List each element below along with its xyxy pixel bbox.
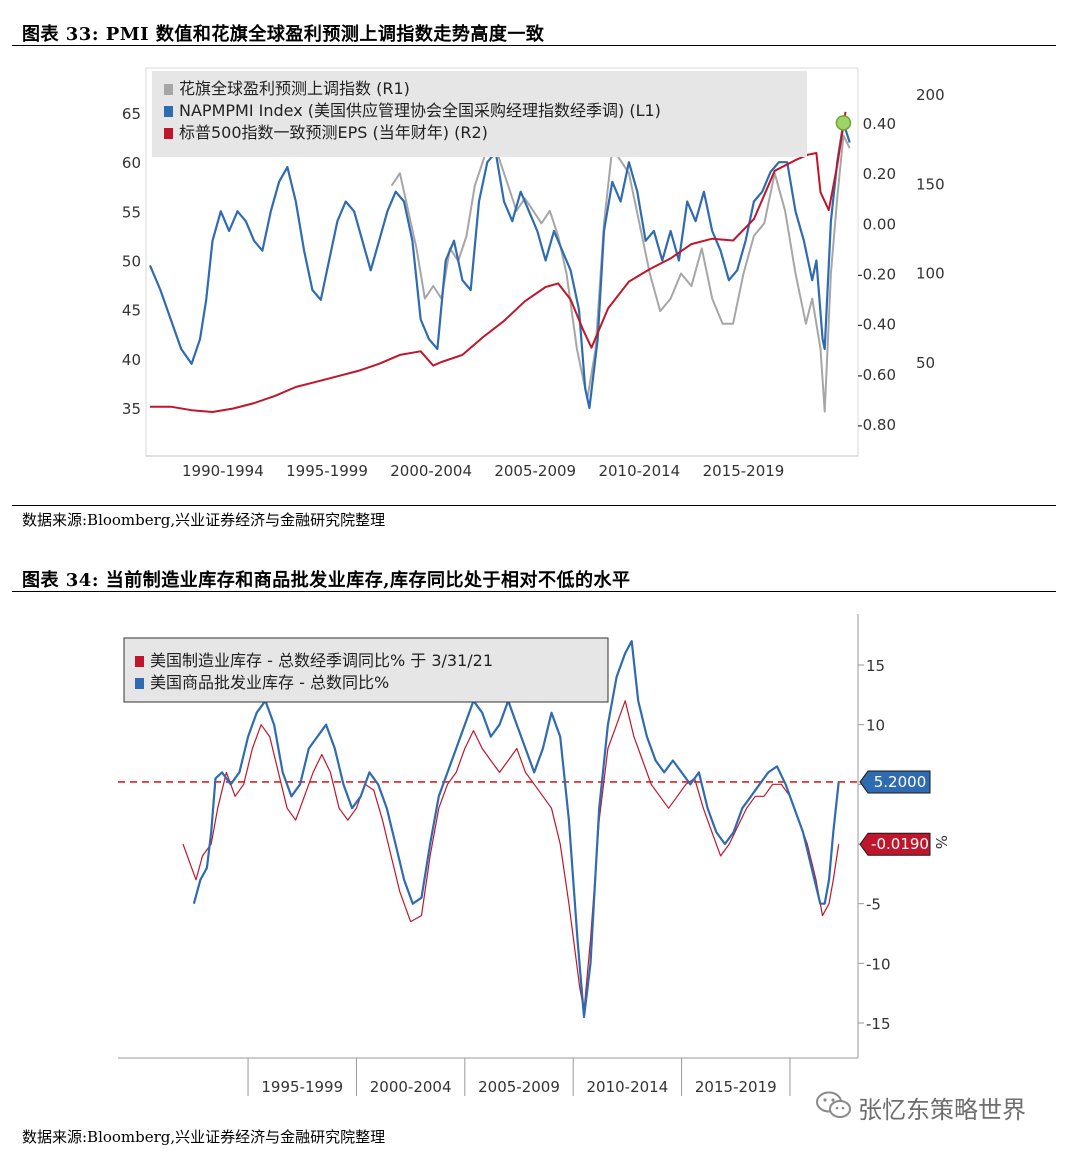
- figure-34-source: 数据来源:Bloomberg,兴业证券经济与金融研究院整理: [22, 1128, 386, 1146]
- pmi-highlight-marker: [835, 115, 852, 131]
- pmi-r2-tick-label: 150: [916, 175, 945, 193]
- eps-line: [150, 111, 847, 413]
- inventory-y-tick-label: -10: [866, 955, 891, 973]
- pmi-left-tick-label: 60: [122, 154, 141, 172]
- pmi-legend-label: NAPMPMI Index (美国供应管理协会全国采购经理指数经季调) (L1): [179, 101, 661, 120]
- figure-33-source: 数据来源:Bloomberg,兴业证券经济与金融研究院整理: [22, 511, 386, 529]
- wholesale-last-value-label: 5.2000: [874, 773, 927, 791]
- manufacturing-inventory-line: [182, 700, 840, 1012]
- pmi-r2-tick-label: 100: [916, 265, 945, 283]
- pmi-r1-tick-label: -0.40: [857, 316, 896, 334]
- inventory-x-tick-label: 2015-2019: [695, 1078, 777, 1096]
- inventory-y-tick-label: -5: [866, 896, 881, 914]
- pmi-line: [148, 121, 851, 410]
- pmi-legend: 花旗全球盈利预测上调指数 (R1) NAPMPMI Index (美国供应管理协会…: [152, 71, 807, 157]
- inventory-y-tick-label: 10: [866, 717, 885, 735]
- figure-33-bottom-rule: [12, 505, 1056, 506]
- inventory-y-tick-label: -15: [866, 1015, 891, 1033]
- pmi-legend-label: 花旗全球盈利预测上调指数 (R1): [179, 79, 410, 98]
- inventory-legend-label: 美国制造业库存 - 总数经季调同比% 于 3/31/21: [150, 651, 493, 670]
- pmi-x-tick-label: 2010-2014: [598, 462, 680, 480]
- pmi-legend-box: [152, 71, 807, 157]
- pmi-legend-swatch: [164, 84, 173, 95]
- inventory-y-tick-label: 15: [866, 657, 885, 675]
- pmi-left-tick-label: 55: [122, 203, 141, 221]
- pmi-left-tick-label: 45: [122, 302, 141, 320]
- inventory-legend: 美国制造业库存 - 总数经季调同比% 于 3/31/21 美国商品批发业库存 - …: [123, 637, 609, 703]
- inventory-y-unit: %: [932, 835, 950, 849]
- inventory-legend-swatch: [135, 678, 144, 689]
- inventory-x-tick-label: 1995-1999: [261, 1078, 343, 1096]
- inventory-axes: 15 10 -5 -10 -15% 1995-1999 2000-2004 2005-2009…: [118, 614, 950, 1096]
- pmi-left-tick-label: 40: [122, 351, 141, 369]
- pmi-peak-marker: [835, 115, 852, 131]
- manufacturing-last-value-label: -0.0190: [871, 835, 929, 853]
- inventory-x-tick-label: 2000-2004: [370, 1078, 452, 1096]
- figure-34-title: 图表 34: 当前制造业库存和商品批发业库存,库存同比处于相对不低的水平: [22, 570, 631, 591]
- wholesale-last-value-label-tag: [859, 770, 931, 794]
- watermark: 张忆东策略世界: [858, 1096, 1026, 1124]
- pmi-legend-label: 标普500指数一致预测EPS (当年财年) (R2): [179, 123, 488, 142]
- inventory-legend-label: 美国商品批发业库存 - 总数同比%: [150, 673, 389, 692]
- wechat-icon: [816, 1091, 851, 1118]
- pmi-left-tick-label: 65: [122, 105, 141, 123]
- pmi-r2-tick-label: 200: [916, 86, 945, 104]
- inventory-x-tick-label: 2005-2009: [478, 1078, 560, 1096]
- figure-33-top-rule: [12, 45, 1056, 46]
- pmi-left-tick-label: 50: [122, 253, 141, 271]
- pmi-x-tick-label: 1995-1999: [286, 462, 368, 480]
- pmi-x-tick-label: 1990-1994: [182, 462, 264, 480]
- pmi-x-tick-label: 2000-2004: [390, 462, 472, 480]
- inventory-chart: 15 10 -5 -10 -15% 1995-1999 2000-2004 2005-2009…: [118, 614, 950, 1096]
- inventory-series: [182, 640, 840, 1019]
- manufacturing-last-value-label-tag: [859, 832, 931, 856]
- pmi-legend-swatch: [164, 106, 173, 117]
- pmi-r1-tick-label: 0.00: [863, 215, 896, 233]
- inventory-x-tick-label: 2010-2014: [587, 1078, 669, 1096]
- pmi-r1-tick-label: -0.20: [857, 266, 896, 284]
- pmi-r1-tick-label: -0.80: [857, 416, 896, 434]
- figure-34-top-rule: [12, 591, 1056, 592]
- pmi-r1-tick-label: -0.60: [857, 366, 896, 384]
- pmi-r1-tick-label: 0.40: [863, 115, 896, 133]
- pmi-r1-tick-label: 0.20: [863, 165, 896, 183]
- wholesale-inventory-line: [192, 640, 840, 1019]
- inventory-value-labels: 5.2000 -0.0190: [859, 770, 931, 856]
- inventory-legend-swatch: [135, 656, 144, 667]
- pmi-r2-tick-label: 50: [916, 354, 935, 372]
- pmi-left-tick-label: 35: [122, 400, 141, 418]
- pmi-chart: 35 40 45 50 55 60 65 0.40 0.20 0.00 -0.20 -0.40 -0.6…: [122, 67, 945, 480]
- pmi-legend-swatch: [164, 128, 173, 139]
- inventory-legend-box: [123, 637, 609, 703]
- pmi-x-tick-label: 2005-2009: [494, 462, 576, 480]
- figure-33-title: 图表 33: PMI 数值和花旗全球盈利预测上调指数走势高度一致: [22, 24, 545, 45]
- pmi-x-tick-label: 2015-2019: [703, 462, 785, 480]
